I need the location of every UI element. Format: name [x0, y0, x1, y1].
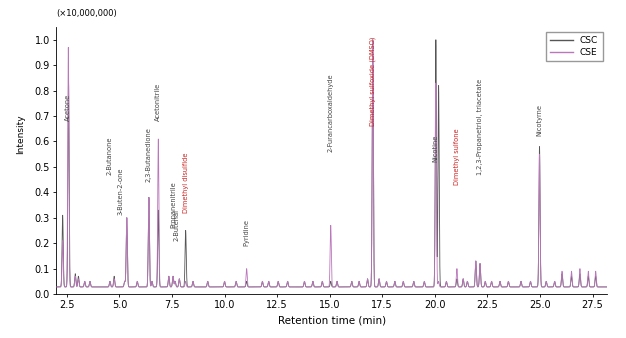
Text: 2,3-Butanedione: 2,3-Butanedione — [146, 127, 152, 182]
Text: 2-Furancarboxaldehyde: 2-Furancarboxaldehyde — [328, 73, 334, 152]
Text: Nicotyrne: Nicotyrne — [536, 104, 543, 137]
Text: (×10,000,000): (×10,000,000) — [56, 9, 117, 18]
Text: 2-Butenal: 2-Butenal — [173, 209, 180, 241]
Text: Acetonitrile: Acetonitrile — [155, 83, 162, 121]
Text: Dimethyl sulfone: Dimethyl sulfone — [454, 128, 460, 185]
X-axis label: Retention time (min): Retention time (min) — [278, 316, 386, 326]
Legend: CSC, CSE: CSC, CSE — [546, 31, 603, 61]
Text: Dimethyl sulfoxide (DMSO): Dimethyl sulfoxide (DMSO) — [369, 37, 376, 126]
Text: Intensity: Intensity — [16, 114, 25, 154]
Text: 1,2,3-Propanetriol, triacetate: 1,2,3-Propanetriol, triacetate — [477, 78, 483, 174]
Text: Acetone: Acetone — [65, 94, 71, 121]
Text: Dimethyl disulfide: Dimethyl disulfide — [183, 152, 188, 213]
Text: Propanenitrile: Propanenitrile — [170, 181, 176, 228]
Text: 2-Butanone: 2-Butanone — [107, 136, 113, 174]
Text: Nicotine: Nicotine — [433, 135, 439, 162]
Text: Pyridine: Pyridine — [244, 219, 250, 246]
Text: 3-Buten-2-one: 3-Buten-2-one — [118, 168, 123, 215]
